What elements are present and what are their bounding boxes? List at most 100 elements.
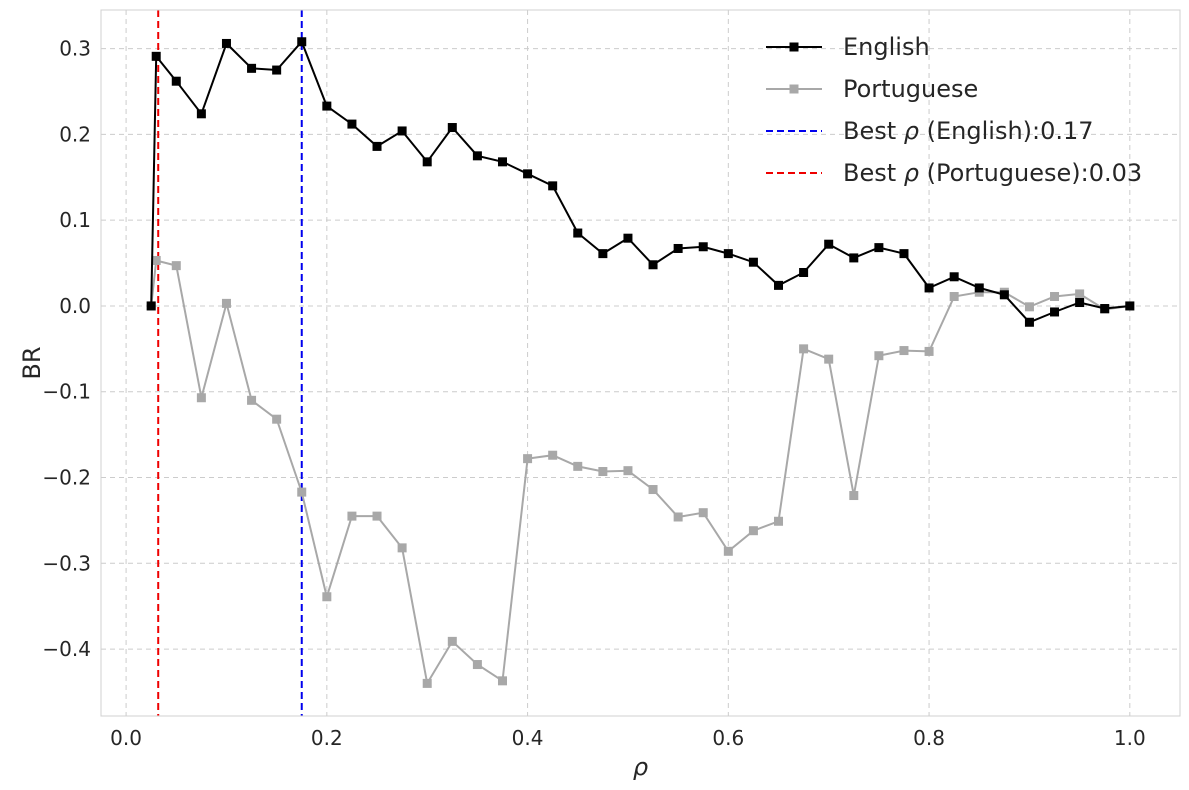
data-point <box>372 141 382 151</box>
data-point <box>347 119 357 129</box>
legend-label: Best ρ (English):0.17 <box>843 117 1094 145</box>
x-tick-label: 0.8 <box>913 726 945 750</box>
data-point <box>1024 317 1034 327</box>
data-point <box>221 38 231 48</box>
data-point <box>573 461 583 471</box>
x-tick-labels: 0.0 0.2 0.4 0.6 0.8 1.0 <box>110 726 1146 750</box>
data-point <box>748 526 758 536</box>
data-point <box>899 249 909 259</box>
y-tick-label: −0.2 <box>42 466 91 490</box>
data-point <box>1050 292 1060 302</box>
data-point <box>1075 289 1085 299</box>
x-tick-label: 1.0 <box>1114 726 1146 750</box>
data-point <box>849 253 859 263</box>
data-point <box>1050 307 1060 317</box>
data-point <box>196 109 206 119</box>
data-point <box>698 242 708 252</box>
data-point <box>999 290 1009 300</box>
y-axis-label: BR <box>18 346 46 379</box>
data-point <box>748 257 758 267</box>
data-point <box>849 491 859 501</box>
data-point <box>774 516 784 526</box>
y-tick-label: −0.4 <box>42 637 91 661</box>
x-tick-label: 0.0 <box>110 726 142 750</box>
data-point <box>1075 298 1085 308</box>
data-point <box>146 301 156 311</box>
data-point <box>447 636 457 646</box>
data-point <box>874 351 884 361</box>
data-point <box>548 450 558 460</box>
data-point <box>497 157 507 167</box>
data-point <box>598 467 608 477</box>
y-tick-labels: 0.3 0.2 0.1 0.0 −0.1 −0.2 −0.3 −0.4 <box>42 37 91 661</box>
data-point <box>623 233 633 243</box>
data-point <box>272 65 282 75</box>
data-point <box>297 487 307 497</box>
data-point <box>322 101 332 111</box>
data-point <box>899 346 909 356</box>
data-point <box>774 280 784 290</box>
data-point <box>1125 301 1135 311</box>
legend-label: Best ρ (Portuguese):0.03 <box>843 159 1142 187</box>
data-point <box>548 181 558 191</box>
data-point <box>272 414 282 424</box>
data-point <box>648 260 658 270</box>
reference-lines <box>157 10 303 716</box>
data-point <box>422 157 432 167</box>
legend-marker <box>789 42 799 52</box>
data-point <box>799 344 809 354</box>
legend-label: English <box>843 33 930 61</box>
data-point <box>497 676 507 686</box>
x-tick-label: 0.4 <box>512 726 544 750</box>
data-point <box>723 546 733 556</box>
y-tick-label: −0.3 <box>42 551 91 575</box>
data-point <box>723 249 733 259</box>
legend: English Portuguese Best ρ (English):0.17 Be… <box>766 33 1142 187</box>
data-point <box>824 354 834 364</box>
x-tick-label: 0.6 <box>712 726 744 750</box>
data-point <box>924 283 934 293</box>
data-point <box>297 37 307 47</box>
data-point <box>523 454 533 464</box>
y-tick-label: 0.3 <box>59 37 91 61</box>
data-point <box>397 126 407 136</box>
data-point <box>799 267 809 277</box>
data-point <box>949 272 959 282</box>
y-tick-label: −0.1 <box>42 380 91 404</box>
x-tick-label: 0.2 <box>311 726 343 750</box>
data-point <box>397 543 407 553</box>
data-point <box>974 283 984 293</box>
y-tick-label: 0.0 <box>59 294 91 318</box>
data-point <box>472 660 482 670</box>
y-tick-label: 0.2 <box>59 122 91 146</box>
data-point <box>1100 304 1110 314</box>
data-point <box>673 512 683 522</box>
series-line <box>150 259 1130 687</box>
grid-layer <box>101 10 1180 716</box>
data-point <box>598 249 608 259</box>
series-layer <box>146 37 1135 688</box>
legend-label: Portuguese <box>843 75 978 103</box>
data-point <box>573 228 583 238</box>
data-point <box>322 592 332 602</box>
data-point <box>949 292 959 302</box>
data-point <box>1024 302 1034 312</box>
data-point <box>171 261 181 271</box>
data-point <box>874 243 884 253</box>
y-tick-label: 0.1 <box>59 208 91 232</box>
x-axis-label: ρ <box>633 753 648 781</box>
legend-marker <box>789 84 799 94</box>
data-point <box>447 123 457 133</box>
data-point <box>673 243 683 253</box>
data-point <box>422 678 432 688</box>
data-point <box>698 508 708 518</box>
data-point <box>824 239 834 249</box>
data-point <box>347 511 357 521</box>
plot-frame <box>100 9 1181 717</box>
data-point <box>171 76 181 86</box>
data-point <box>151 255 161 265</box>
data-point <box>221 298 231 308</box>
data-point <box>372 511 382 521</box>
data-point <box>623 466 633 476</box>
